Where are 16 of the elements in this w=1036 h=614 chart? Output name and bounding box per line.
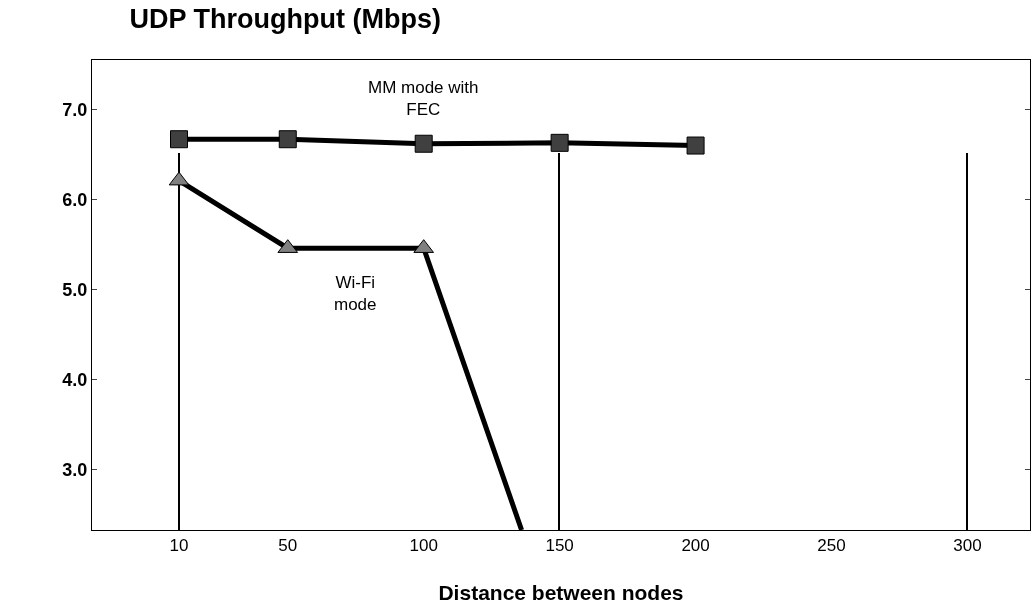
chart-title: UDP Throughput (Mbps) — [129, 4, 441, 35]
x-tick-label: 100 — [409, 536, 438, 556]
series-label: MM mode with FEC — [368, 78, 479, 120]
y-tick-label: 7.0 — [62, 99, 88, 120]
x-axis-title: Distance between nodes — [438, 580, 684, 604]
y-tick-label: 4.0 — [62, 369, 88, 390]
x-tick-label: 10 — [169, 536, 189, 556]
x-tick-label: 50 — [278, 536, 298, 556]
y-tick-label: 5.0 — [62, 279, 88, 300]
y-tick-label: 6.0 — [62, 189, 88, 210]
x-tick-label: 300 — [953, 536, 982, 556]
series-label: Wi-Fi mode — [334, 273, 377, 315]
x-tick-label: 200 — [681, 536, 710, 556]
y-tick-label: 3.0 — [62, 459, 88, 480]
x-tick-label: 250 — [817, 536, 846, 556]
x-tick-label: 150 — [545, 536, 574, 556]
